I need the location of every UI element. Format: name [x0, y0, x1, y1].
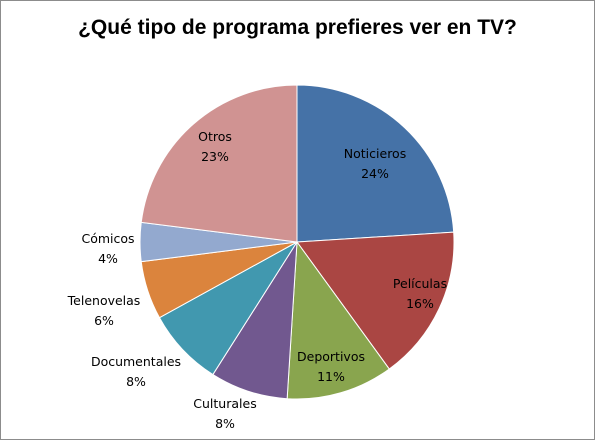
slice-value-culturales: 8%: [215, 416, 235, 431]
pie-slices: [139, 84, 455, 400]
slice-value-películas: 16%: [406, 296, 434, 311]
slice-label-deportivos: Deportivos: [297, 349, 365, 364]
slice-label-documentales: Documentales: [91, 354, 181, 369]
chart-title: ¿Qué tipo de programa prefieres ver en T…: [78, 16, 517, 39]
pie-labels: Noticieros 24% Películas 16% Deportivos 11% Cu…: [67, 129, 447, 431]
slice-value-documentales: 8%: [126, 374, 146, 389]
slice-label-cómicos: Cómicos: [81, 231, 134, 246]
pie-slice-deportivos: [286, 240, 390, 400]
slice-label-culturales: Culturales: [193, 396, 256, 411]
slice-value-cómicos: 4%: [98, 251, 118, 266]
slice-value-deportivos: 11%: [317, 369, 345, 384]
slice-value-telenovelas: 6%: [94, 313, 114, 328]
slice-label-películas: Películas: [393, 276, 447, 291]
pie-slice-noticieros: [296, 84, 455, 243]
slice-value-otros: 23%: [201, 149, 229, 164]
slice-value-noticieros: 24%: [361, 166, 389, 181]
slice-label-noticieros: Noticieros: [344, 146, 406, 161]
slice-label-telenovelas: Telenovelas: [67, 293, 141, 308]
pie-slice-películas: [296, 231, 455, 370]
slice-label-otros: Otros: [198, 129, 232, 144]
pie-slice-otros: [140, 84, 298, 243]
